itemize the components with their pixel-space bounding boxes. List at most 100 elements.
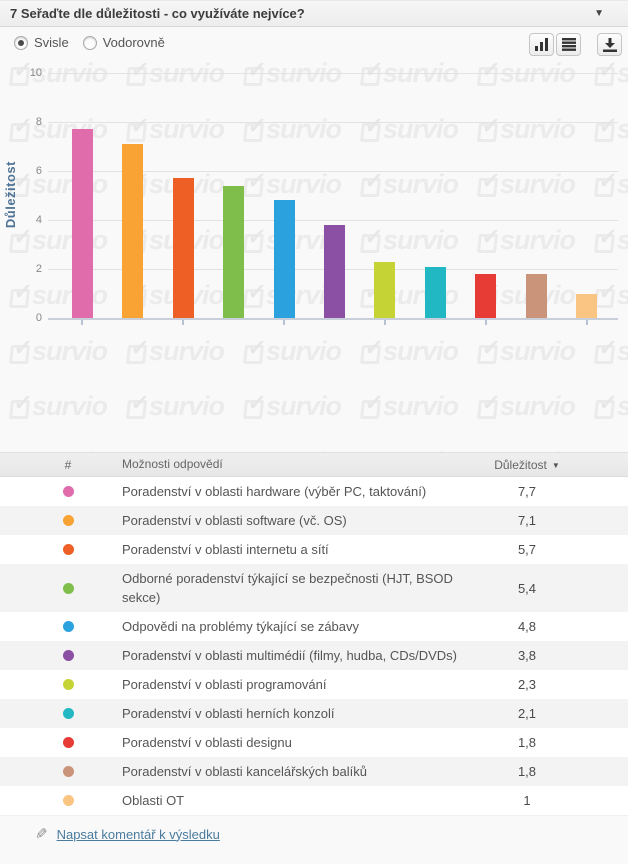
row-color-cell (38, 621, 98, 632)
bar-2 (122, 144, 144, 318)
series-color-dot (62, 795, 74, 806)
table-row: Poradenství v oblasti software (vč. OS) 7… (0, 506, 628, 535)
survio-wordmark: survio (383, 113, 459, 144)
table-rows-icon (561, 38, 576, 51)
survio-wordmark: survio (266, 113, 342, 144)
importance-value: 7,1 (517, 513, 537, 528)
results-section: # Možnosti odpovědí Důležitost ▼ Poradens… (0, 452, 628, 852)
survio-check-icon: ✓ (594, 390, 617, 419)
survio-wordmark: survio (383, 169, 459, 199)
bar-9 (475, 273, 497, 318)
survio-watermark: ✓survio (595, 446, 628, 453)
gridline-4 (48, 220, 618, 221)
survio-wordmark: survio (32, 169, 108, 199)
table-row: Oblasti OT 1 (0, 786, 628, 815)
orientation-radio-svisle[interactable]: Svisle (14, 35, 69, 50)
importance-value: 5,4 (517, 580, 537, 596)
row-color-cell (38, 582, 98, 594)
survio-watermark: ✓survio (9, 335, 108, 364)
importance-value: 3,8 (517, 648, 537, 663)
x-tick (283, 320, 286, 325)
survio-watermark: ✓survio (360, 335, 459, 366)
series-color-dot (62, 544, 74, 555)
chart-view-button[interactable] (529, 33, 554, 56)
write-comment-link[interactable]: Napsat komentář k výsledku (56, 826, 220, 842)
view-buttons (529, 33, 622, 56)
bar-8 (424, 266, 446, 318)
answer-option-label: Odborné poradenství týkající se bezpečno… (122, 571, 453, 605)
series-color-dot (62, 515, 74, 526)
x-tick (383, 320, 386, 325)
check-glyph: ✓ (12, 223, 33, 249)
bars-container (57, 73, 612, 318)
bar-6 (323, 224, 345, 318)
check-glyph: ✓ (480, 390, 501, 415)
download-button[interactable] (597, 33, 622, 56)
survio-watermark: ✓survio (360, 113, 459, 144)
bar-slot (107, 73, 157, 318)
y-tick-label: 2 (35, 263, 42, 275)
answer-option-label: Poradenství v oblasti internetu a sítí (122, 542, 329, 557)
survio-wordmark: survio (149, 448, 225, 452)
survio-watermark: ✓survio (243, 334, 342, 364)
answer-option-label: Poradenství v oblasti hardware (výběr PC… (122, 484, 427, 499)
survio-watermark: ✓survio (243, 113, 342, 144)
orientation-radio-vodorovně[interactable]: Vodorovně (82, 35, 165, 50)
survio-watermark: ✓survio (361, 446, 459, 453)
orientation-radio-group: Svisle Vodorovně (14, 35, 165, 50)
row-color-cell (38, 486, 98, 497)
collapse-caret-icon[interactable]: ▼ (594, 8, 604, 19)
bar-slot (461, 73, 511, 318)
radio-circle-icon[interactable] (82, 35, 97, 50)
table-row: Poradenství v oblasti programování 2,3 (0, 670, 628, 699)
survio-wordmark: survio (617, 393, 628, 420)
row-color-cell (38, 679, 98, 690)
survio-watermark: ✓survio (126, 113, 225, 142)
radio-circle-icon[interactable] (14, 35, 28, 50)
answer-option-label: Oblasti OT (122, 793, 185, 808)
bar-slot (57, 73, 107, 318)
column-header-options: Možnosti odpovědí (122, 457, 223, 471)
row-color-cell (38, 650, 98, 661)
table-row: Odpovědi na problémy týkající se zábavy 4… (0, 612, 628, 641)
y-tick-label: 4 (35, 214, 42, 226)
importance-value: 4,8 (517, 619, 537, 634)
survio-check-icon: ✓ (360, 390, 383, 419)
survio-wordmark: survio (617, 226, 628, 253)
table-view-button[interactable] (556, 33, 581, 56)
table-row: Poradenství v oblasti hardware (výběr PC… (0, 477, 628, 506)
y-tick-label: 0 (35, 312, 42, 324)
table-row: Poradenství v oblasti internetu a sítí 5,… (0, 535, 628, 564)
bar-3 (172, 178, 194, 318)
survio-wordmark: survio (383, 224, 459, 255)
importance-value: 2,1 (517, 706, 537, 721)
survio-wordmark: survio (383, 335, 459, 366)
survio-watermark: ✓survio (477, 224, 576, 253)
survio-watermark: ✓survio (360, 390, 459, 420)
survio-watermark: ✓survio (360, 224, 459, 255)
table-body: Poradenství v oblasti hardware (výběr PC… (0, 477, 628, 815)
survio-wordmark: survio (383, 280, 459, 310)
survio-watermark: ✓survio (477, 390, 576, 420)
bar-11 (576, 293, 598, 318)
survio-watermark: ✓survio (9, 224, 108, 253)
survio-check-icon: ✓ (9, 224, 32, 253)
bar-5 (273, 200, 295, 318)
survio-wordmark: survio (383, 448, 459, 452)
y-axis-title: Důležitost (3, 161, 18, 229)
table-header-row: # Možnosti odpovědí Důležitost ▼ (0, 452, 628, 477)
survio-watermark: ✓survio (478, 446, 576, 453)
bar-slot (511, 73, 561, 318)
answer-option-label: Poradenství v oblasti designu (122, 735, 292, 750)
column-header-importance[interactable]: Důležitost ▼ (494, 457, 560, 472)
survio-wordmark: survio (266, 169, 342, 199)
survio-watermark: ✓survio (594, 57, 628, 87)
survio-watermark: ✓survio (477, 113, 576, 142)
check-glyph: ✓ (597, 334, 618, 360)
row-color-cell (38, 708, 98, 719)
check-glyph: ✓ (246, 334, 267, 360)
x-tick (182, 320, 185, 325)
survio-watermark: ✓survio (477, 335, 576, 364)
gridline-6 (48, 171, 618, 172)
table-row: Poradenství v oblasti kancelářských balí… (0, 757, 628, 786)
